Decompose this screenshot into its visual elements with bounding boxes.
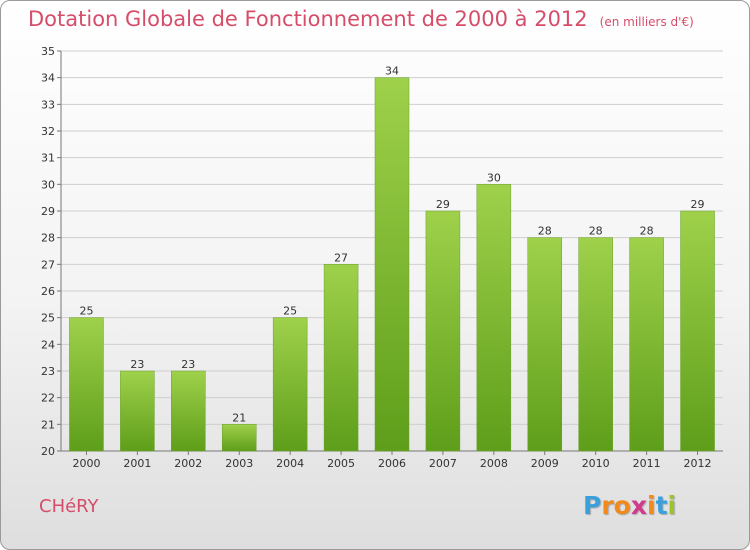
value-label-2008: 30 [487, 171, 501, 184]
x-tick-label: 2006 [378, 457, 406, 470]
bar-2005 [323, 264, 359, 452]
value-label-2005: 27 [334, 251, 348, 264]
chart-title-text: Dotation Globale de Fonctionnement de 20… [28, 7, 588, 31]
x-tick-label: 2001 [123, 457, 151, 470]
value-label-2000: 25 [79, 305, 93, 318]
bar-2009 [527, 237, 563, 452]
bar-2008 [476, 184, 512, 452]
bar-2001 [120, 370, 155, 452]
bar-2003 [221, 424, 257, 452]
logo-letter: o [613, 491, 631, 520]
logo-letter: x [630, 491, 647, 520]
value-label-2001: 23 [130, 358, 144, 371]
commune-name: CHéRY [39, 496, 99, 517]
logo-letter: t [655, 491, 668, 520]
y-tick-label: 24 [41, 338, 55, 351]
y-tick-label: 31 [41, 152, 55, 165]
chart-unit: (en milliers d'€) [599, 15, 694, 29]
value-label-2012: 29 [691, 198, 705, 211]
value-label-2011: 28 [640, 225, 654, 238]
x-tick-label: 2012 [684, 457, 712, 470]
bar-2006 [374, 77, 410, 452]
logo-letter: P [583, 491, 602, 520]
x-tick-label: 2007 [429, 457, 457, 470]
x-tick-label: 2011 [633, 457, 661, 470]
bar-2000 [69, 317, 104, 452]
x-tick-label: 2002 [174, 457, 202, 470]
value-label-2009: 28 [538, 225, 552, 238]
x-tick-label: 2010 [582, 457, 610, 470]
y-tick-label: 30 [41, 178, 55, 191]
labels: 20 21 22 23 24 25 26 27 28 29 30 31 32 33 34 35 2000 25 20… [41, 45, 712, 470]
value-label-2007: 29 [436, 198, 450, 211]
bars [69, 77, 715, 452]
y-tick-label: 32 [41, 125, 55, 138]
y-tick-label: 23 [41, 365, 55, 378]
y-tick-label: 25 [41, 312, 55, 325]
y-tick-label: 33 [41, 98, 55, 111]
y-tick-label: 21 [41, 418, 55, 431]
y-tick-label: 28 [41, 232, 55, 245]
y-tick-label: 29 [41, 205, 55, 218]
value-label-2006: 34 [385, 65, 399, 78]
x-tick-label: 2008 [480, 457, 508, 470]
logo-letter: r [601, 491, 614, 520]
bar-2012 [680, 210, 715, 452]
x-tick-label: 2005 [327, 457, 355, 470]
value-label-2010: 28 [589, 225, 603, 238]
bar-2007 [425, 210, 461, 452]
value-label-2003: 21 [232, 411, 246, 424]
x-tick-label: 2000 [72, 457, 100, 470]
proxiti-logo: Proxiti [583, 491, 676, 520]
bar-2002 [171, 370, 206, 452]
y-tick-label: 27 [41, 258, 55, 271]
x-tick-label: 2009 [531, 457, 559, 470]
chart-title: Dotation Globale de Fonctionnement de 20… [28, 7, 694, 31]
bar-2010 [578, 237, 613, 452]
logo-letter: i [667, 491, 677, 520]
value-label-2004: 25 [283, 305, 297, 318]
bar-2011 [629, 237, 664, 452]
y-tick-label: 20 [41, 445, 55, 458]
x-tick-label: 2003 [225, 457, 253, 470]
y-tick-label: 34 [41, 72, 55, 85]
y-tick-label: 26 [41, 285, 55, 298]
y-tick-label: 22 [41, 392, 55, 405]
value-label-2002: 23 [181, 358, 195, 371]
logo-letter: i [647, 491, 656, 520]
bar-2004 [272, 317, 308, 452]
y-tick-label: 35 [41, 45, 55, 58]
x-tick-label: 2004 [276, 457, 304, 470]
